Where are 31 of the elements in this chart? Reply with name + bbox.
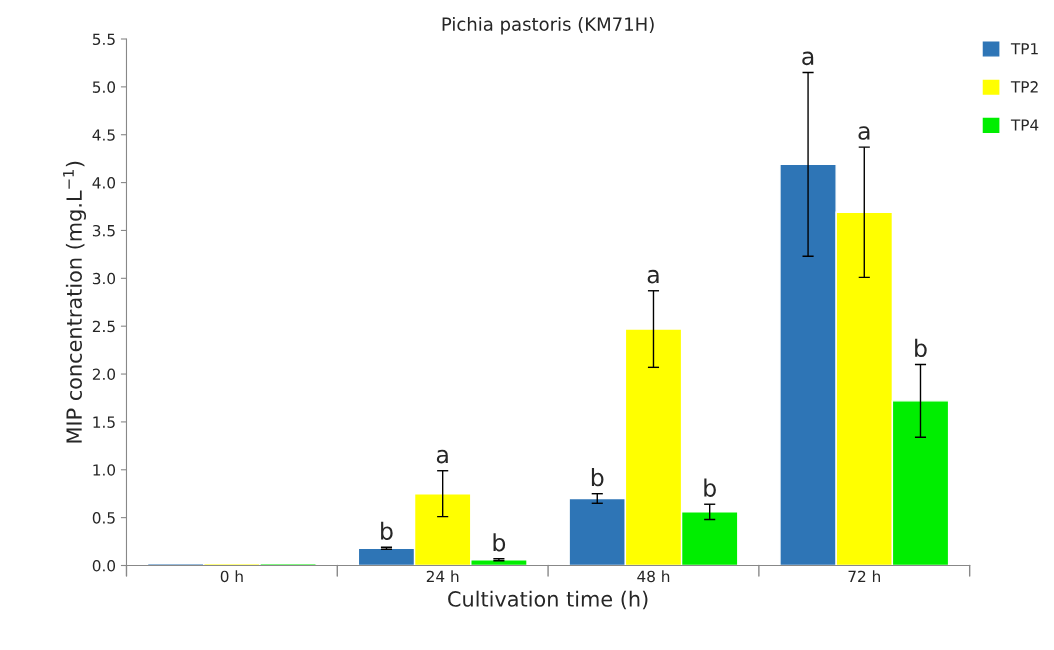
y-tick-label: 2.5 bbox=[92, 320, 115, 333]
y-tick-label: 4.5 bbox=[92, 129, 115, 141]
y-tick-label: 0.5 bbox=[92, 512, 115, 524]
x-tick-label: 0 h bbox=[220, 570, 243, 583]
legend-label: TP2 bbox=[1010, 81, 1038, 93]
y-tick-label: 1.0 bbox=[93, 464, 116, 476]
annotation: b bbox=[493, 533, 506, 552]
y-tick-label: 3.5 bbox=[92, 224, 115, 237]
y-tick-label: 5.5 bbox=[92, 33, 115, 46]
legend-label: TP1 bbox=[1010, 43, 1038, 55]
y-tick-label: 3.0 bbox=[92, 272, 116, 285]
chart-title: Pichia pastoris (KM71H) bbox=[442, 16, 654, 35]
y-tick-label: 5.0 bbox=[92, 81, 116, 93]
annotation: a bbox=[436, 449, 448, 464]
annotation: b bbox=[591, 468, 604, 487]
y-tick-label: 1.5 bbox=[93, 416, 115, 428]
y-tick-label: 0.0 bbox=[92, 559, 116, 572]
annotation: a bbox=[802, 51, 814, 66]
x-axis-title: Cultivation time (h) bbox=[448, 590, 648, 610]
x-tick-label: 72 h bbox=[848, 570, 880, 582]
x-tick-label: 48 h bbox=[637, 570, 670, 583]
annotation: b bbox=[704, 478, 716, 497]
annotation: b bbox=[381, 521, 393, 540]
annotation: b bbox=[915, 338, 927, 358]
x-tick-label: 24 h bbox=[426, 570, 459, 582]
y-tick-label: 2.0 bbox=[92, 368, 116, 381]
y-tick-label: 4.0 bbox=[92, 177, 116, 189]
legend-label: TP4 bbox=[1010, 119, 1039, 131]
annotation: a bbox=[647, 269, 659, 284]
annotation: a bbox=[858, 126, 870, 140]
y-axis-title: MIP concentration (mg.L$^{−1}$) bbox=[63, 161, 87, 443]
